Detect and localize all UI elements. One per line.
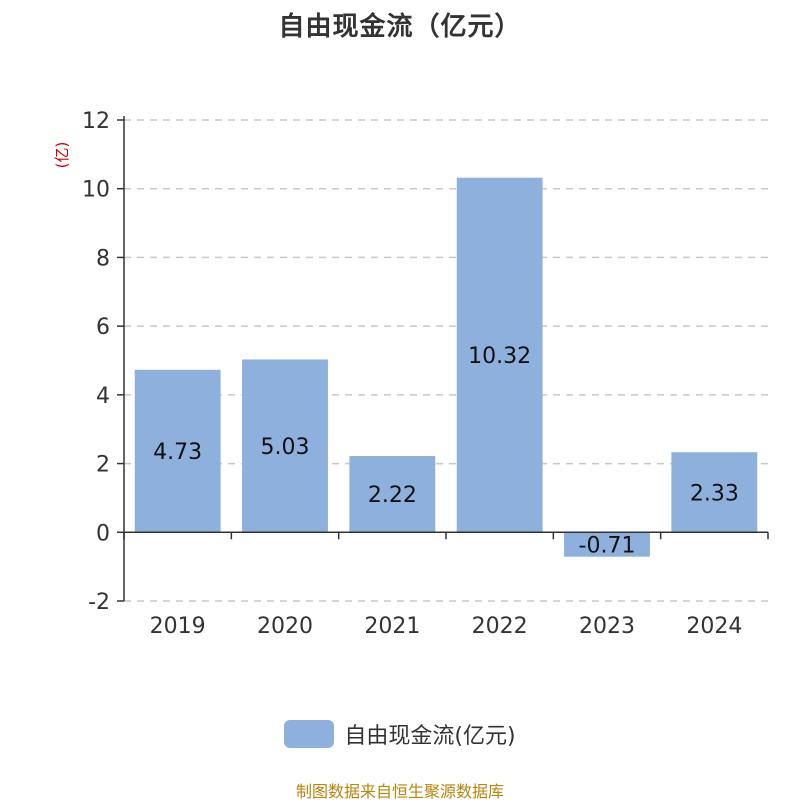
y-tick-label: 10: [82, 178, 110, 203]
x-tick-label: 2024: [686, 614, 742, 639]
x-tick-label: 2023: [579, 614, 635, 639]
data-label: 4.73: [153, 440, 202, 465]
data-label: 5.03: [261, 435, 310, 460]
y-tick-label: 0: [96, 521, 110, 546]
data-label: 2.33: [690, 481, 739, 506]
chart-title: 自由现金流（亿元）: [278, 12, 522, 42]
bar: [134, 369, 221, 533]
legend[interactable]: 自由现金流(亿元): [0, 718, 800, 750]
y-tick-label: 2: [96, 453, 110, 478]
bar: [671, 452, 758, 533]
y-unit-label: (亿): [53, 142, 71, 169]
x-tick-label: 2021: [364, 614, 420, 639]
bar: [456, 177, 543, 533]
bar: [242, 359, 328, 533]
data-label: 10.32: [468, 344, 531, 369]
bar: [564, 532, 650, 557]
x-tick-label: 2022: [472, 614, 528, 639]
y-tick-label: 6: [96, 315, 110, 340]
legend-label: 自由现金流(亿元): [344, 724, 516, 749]
x-tick-label: 2019: [150, 614, 206, 639]
legend-swatch: [284, 720, 335, 748]
data-label: -0.71: [579, 533, 636, 558]
source-note: 制图数据来自恒生聚源数据库: [295, 782, 504, 801]
y-tick-label: 8: [96, 246, 110, 271]
y-tick-label: 4: [96, 384, 110, 409]
y-tick-label: -2: [88, 590, 110, 615]
y-tick-label: 12: [82, 109, 110, 134]
data-label: 2.22: [368, 483, 417, 508]
x-tick-label: 2020: [257, 614, 313, 639]
bar: [349, 456, 436, 533]
